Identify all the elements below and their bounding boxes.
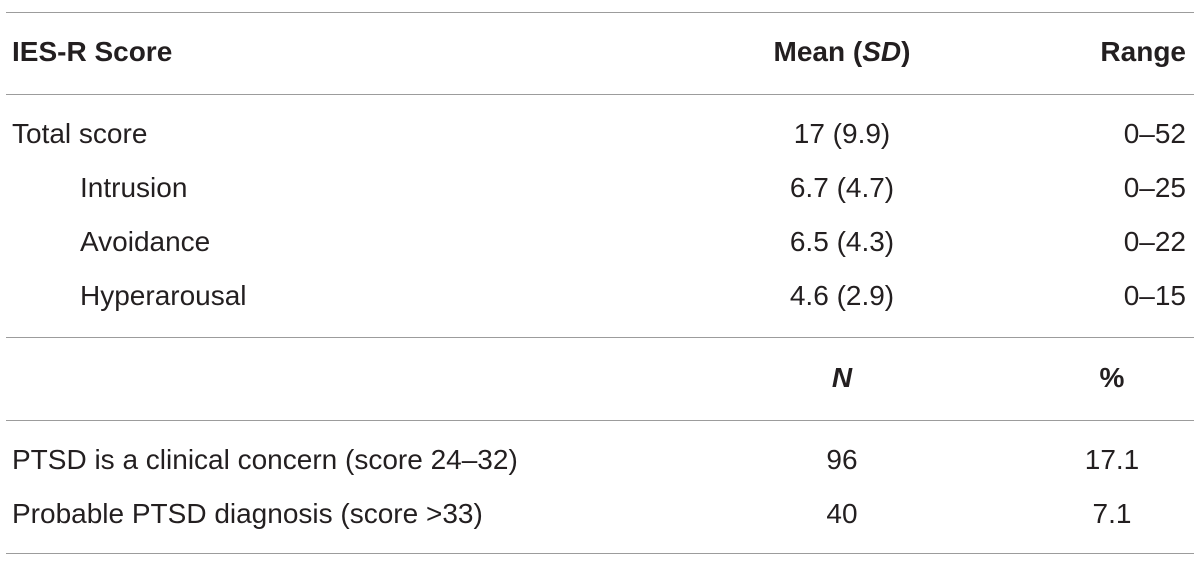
- table-row: Hyperarousal 4.6 (2.9) 0–15: [6, 276, 1194, 316]
- row-mean-sd: 6.7 (4.7): [789, 172, 895, 203]
- table-row: Avoidance 6.5 (4.3) 0–22: [6, 222, 1194, 262]
- row-label: Intrusion: [80, 172, 188, 203]
- row-mean-sd: 17 (9.9): [793, 118, 891, 149]
- row-label: Avoidance: [80, 226, 211, 257]
- header-row: IES-R Score Mean (SD) Range: [6, 32, 1194, 72]
- subheader-row: N %: [6, 358, 1194, 398]
- bottom-rule: [6, 553, 1194, 554]
- row-percent: 7.1: [1092, 498, 1132, 529]
- mid-rule: [6, 337, 1194, 338]
- row-label: Total score: [12, 118, 148, 149]
- row-label: Hyperarousal: [80, 280, 247, 311]
- row-mean-sd: 6.5 (4.3): [789, 226, 895, 257]
- table-row: Total score 17 (9.9) 0–52: [6, 114, 1194, 154]
- header-score: IES-R Score: [12, 36, 173, 67]
- subheader-percent: %: [1099, 362, 1125, 393]
- table-row: Probable PTSD diagnosis (score >33) 40 7…: [6, 494, 1194, 534]
- ies-r-table: IES-R Score Mean (SD) Range Total score …: [6, 0, 1194, 567]
- table-row: PTSD is a clinical concern (score 24–32)…: [6, 440, 1194, 480]
- row-range: 0–15: [1123, 280, 1186, 311]
- row-percent: 17.1: [1084, 444, 1140, 475]
- table-row: Intrusion 6.7 (4.7) 0–25: [6, 168, 1194, 208]
- row-label: PTSD is a clinical concern (score 24–32): [12, 444, 518, 475]
- row-label: Probable PTSD diagnosis (score >33): [12, 498, 483, 529]
- header-mean-sd: Mean (SD): [773, 36, 911, 67]
- row-mean-sd: 4.6 (2.9): [789, 280, 895, 311]
- header-range: Range: [1100, 36, 1186, 67]
- row-range: 0–52: [1123, 118, 1186, 149]
- row-n: 40: [826, 498, 858, 529]
- subheader-rule: [6, 420, 1194, 421]
- top-rule: [6, 12, 1194, 13]
- row-n: 96: [826, 444, 858, 475]
- subheader-n: N: [831, 362, 853, 393]
- row-range: 0–22: [1123, 226, 1186, 257]
- header-rule: [6, 94, 1194, 95]
- row-range: 0–25: [1123, 172, 1186, 203]
